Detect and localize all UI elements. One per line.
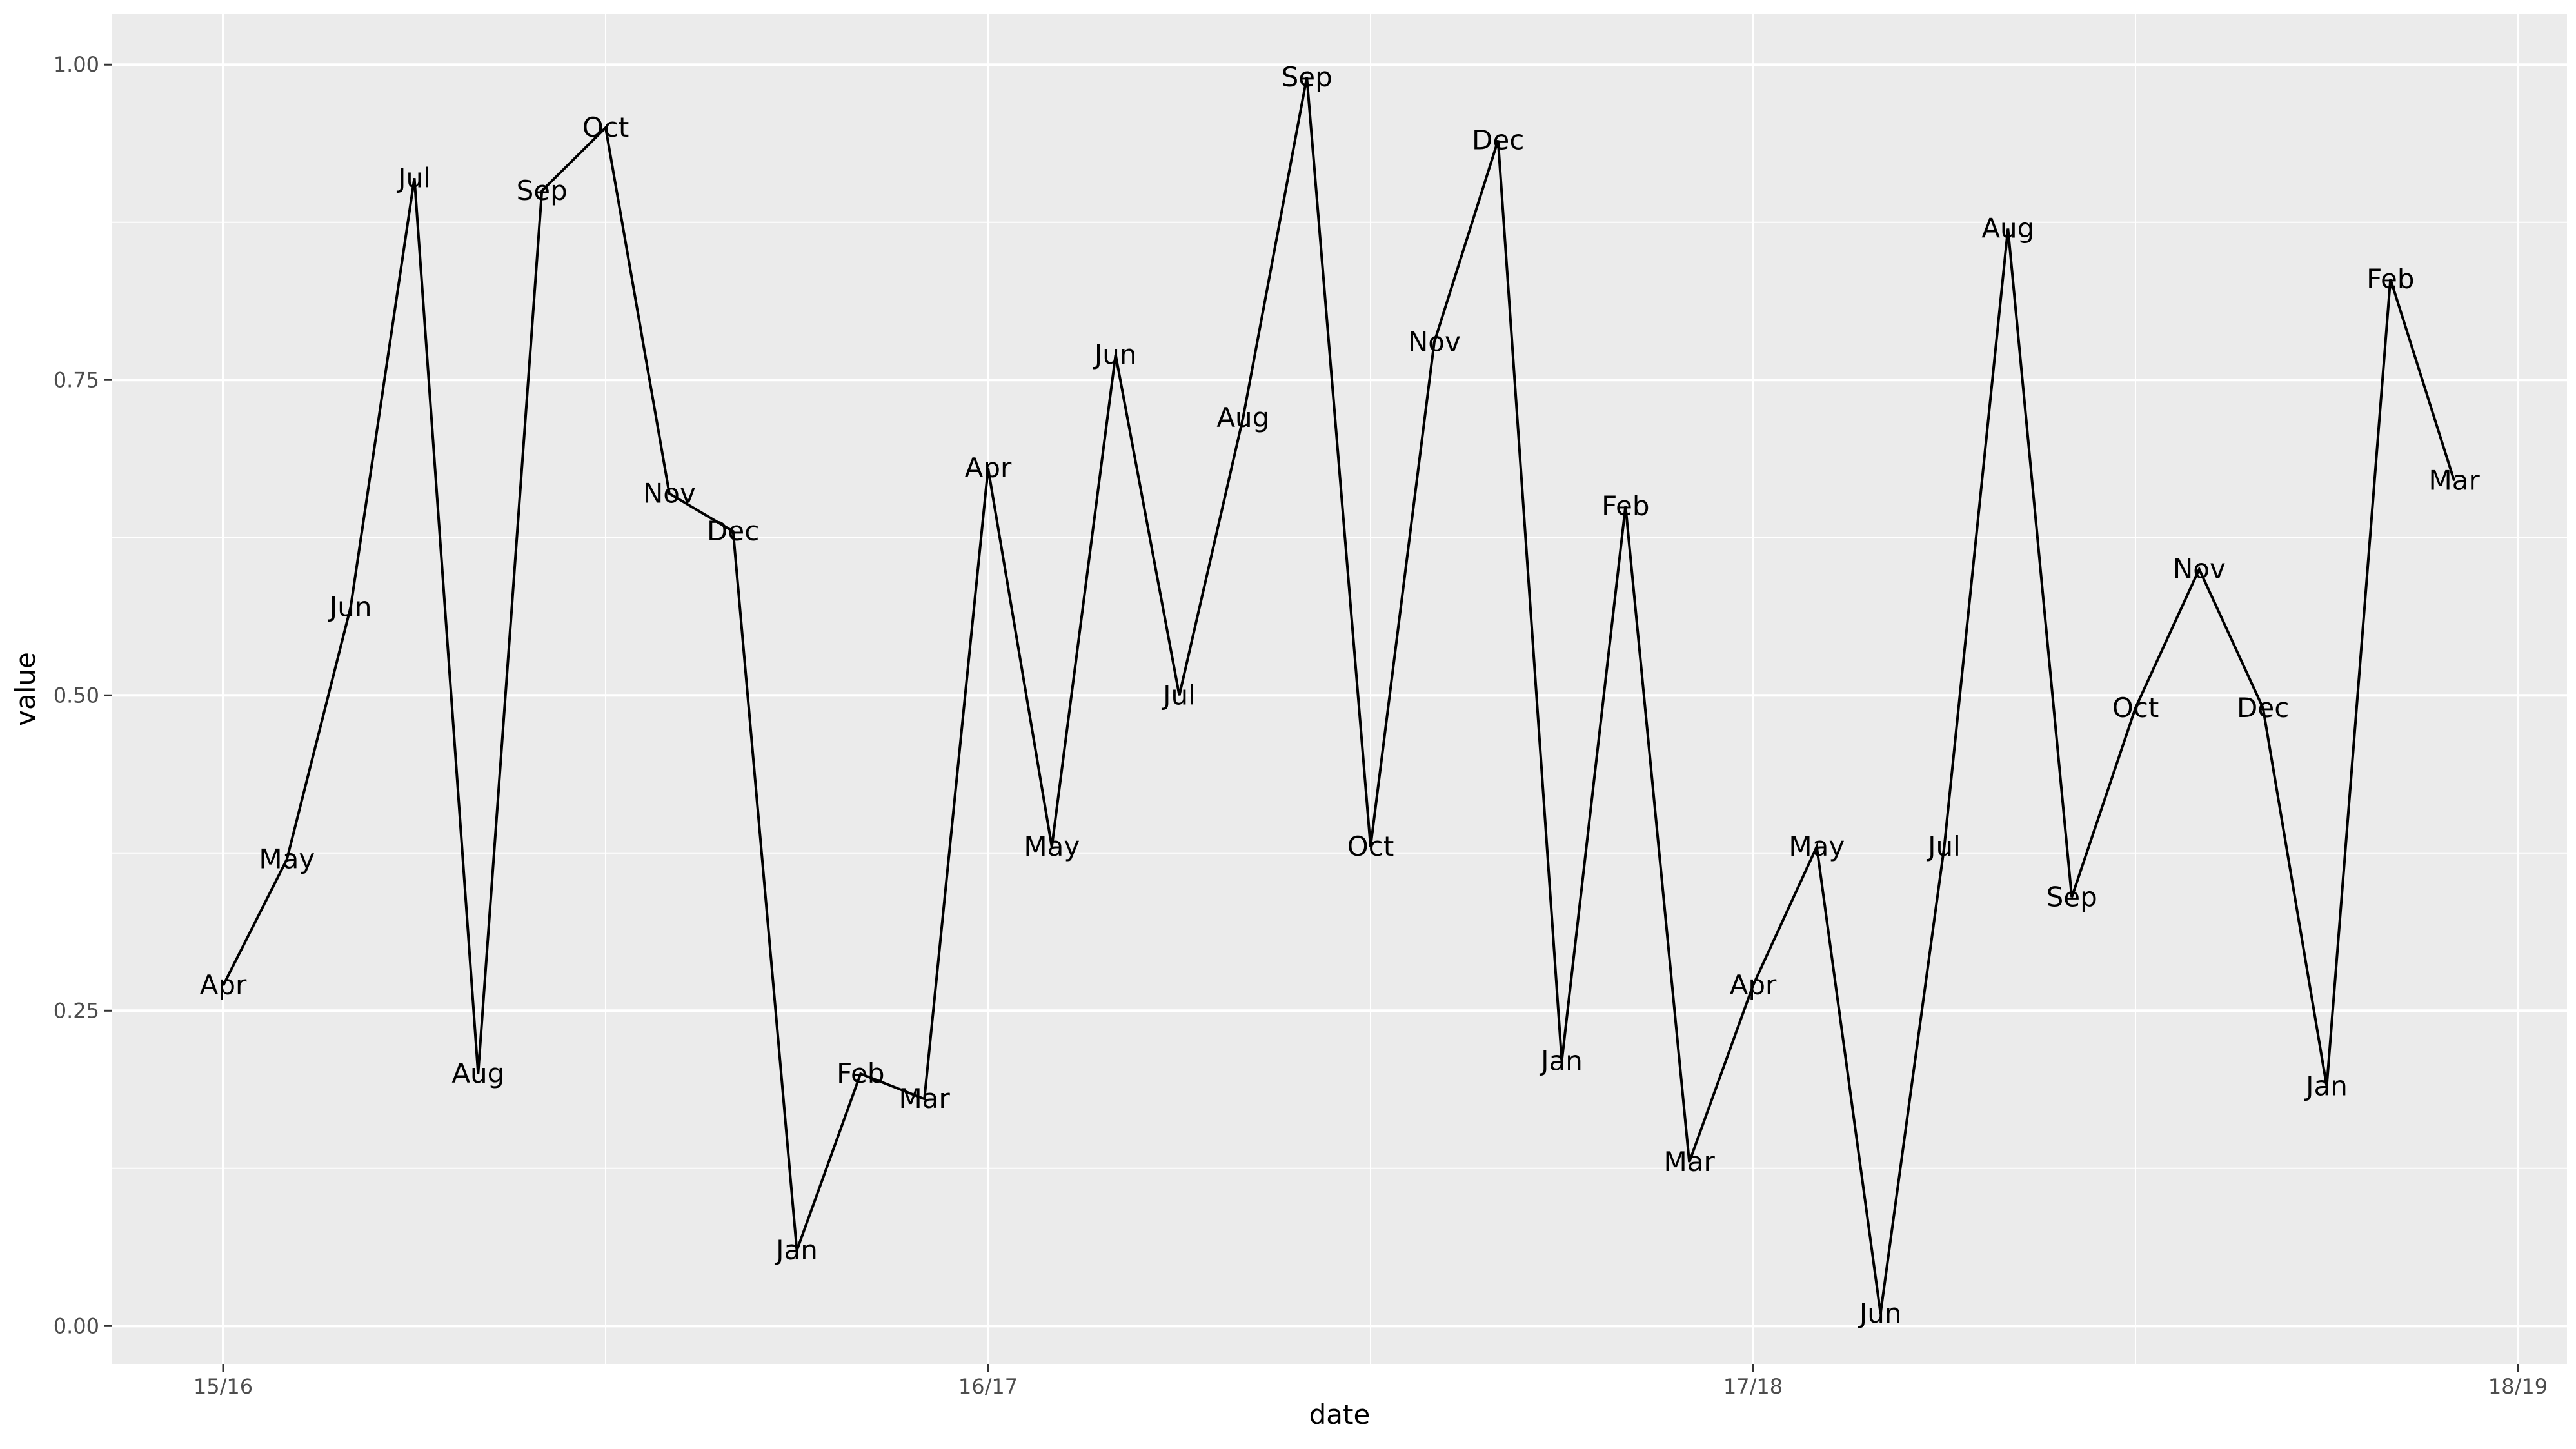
point-labels: Apr May Jun Jul Aug Sep Oct Nov Dec Jan Feb Mar Apr M…	[200, 61, 2481, 1329]
point-label: Oct	[2112, 692, 2159, 724]
point-label: Oct	[1347, 831, 1394, 862]
point-label: Mar	[2429, 465, 2481, 497]
point-label: Jun	[1858, 1297, 1902, 1329]
point-label: Mar	[899, 1083, 951, 1114]
plot-panel	[112, 14, 2567, 1364]
point-label: Oct	[582, 112, 629, 143]
point-label: Apr	[1730, 969, 1777, 1001]
point-label: Feb	[1601, 490, 1649, 522]
y-tick-label: 0.25	[54, 998, 99, 1023]
point-label: Jul	[396, 162, 431, 193]
point-label: Sep	[2046, 881, 2097, 912]
y-tick-label: 0.00	[54, 1314, 99, 1338]
point-label: Aug	[1216, 402, 1269, 433]
point-label: Dec	[2237, 692, 2289, 724]
point-label: May	[1024, 831, 1080, 862]
grid-major	[112, 14, 2567, 1364]
x-axis-title: date	[1309, 1399, 1371, 1430]
point-label: May	[1788, 831, 1845, 862]
point-label: Sep	[1282, 61, 1333, 93]
y-tick-label: 1.00	[54, 52, 99, 77]
point-label: Aug	[1981, 213, 2034, 244]
point-label: Jan	[774, 1234, 818, 1266]
point-label: Dec	[707, 515, 759, 547]
grid-minor	[112, 14, 2567, 1364]
point-label: Aug	[451, 1058, 504, 1089]
x-tick-labels: 15/16 16/17 17/18 18/19	[193, 1374, 2548, 1399]
point-label: Mar	[1664, 1146, 1716, 1178]
point-label: Feb	[2366, 263, 2414, 295]
axis-ticks	[104, 63, 2519, 1372]
y-tick-label: 0.75	[54, 368, 99, 392]
point-label: Dec	[1472, 124, 1524, 156]
point-label: Jan	[1539, 1045, 1583, 1077]
point-label: Apr	[200, 969, 247, 1001]
point-label: Jun	[328, 591, 372, 622]
x-tick-label: 18/19	[2488, 1374, 2548, 1399]
point-label: Jul	[1926, 831, 1961, 862]
point-label: Nov	[1408, 326, 1461, 358]
point-label: Apr	[965, 452, 1012, 484]
point-label: Nov	[643, 477, 696, 509]
series-line	[222, 77, 2456, 1314]
point-label: Jun	[1093, 339, 1137, 370]
y-axis-title: value	[10, 652, 41, 726]
y-tick-label: 0.50	[54, 683, 99, 707]
point-label: May	[259, 843, 315, 875]
x-tick-label: 16/17	[958, 1374, 1018, 1399]
y-tick-labels: 0.00 0.25 0.50 0.75 1.00	[54, 52, 99, 1338]
x-tick-label: 15/16	[193, 1374, 253, 1399]
point-label: Nov	[2173, 553, 2226, 585]
point-label: Sep	[517, 175, 568, 206]
point-label: Jul	[1161, 679, 1196, 711]
point-label: Jan	[2304, 1070, 2348, 1102]
x-tick-label: 17/18	[1723, 1374, 1783, 1399]
point-label: Feb	[837, 1058, 884, 1089]
